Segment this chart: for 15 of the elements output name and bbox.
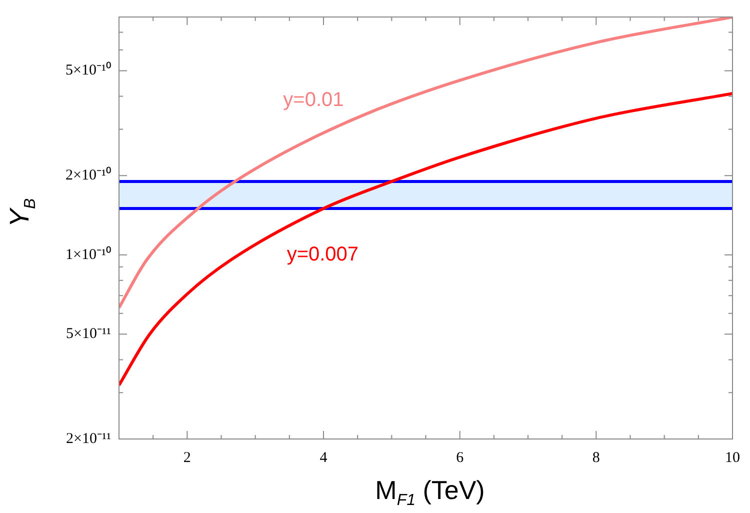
x-tick-label: 4	[320, 450, 328, 466]
x-tick-label: 6	[456, 450, 464, 466]
series-label: y=0.007	[286, 244, 359, 266]
x-tick-label: 8	[592, 450, 600, 466]
y-tick-label: 2×10⁻¹⁰	[66, 166, 111, 184]
x-axis-title: M$_{F1}$ (TeV)	[374, 475, 486, 510]
y-tick-label: 5×10⁻¹⁰	[66, 62, 111, 79]
series-label: y=0.01	[283, 89, 344, 112]
x-tick-label: 10	[725, 450, 740, 466]
y-tick-label: 2×10⁻¹¹	[66, 430, 111, 447]
y-tick-label: 5×10⁻¹¹	[66, 326, 111, 342]
line-series	[119, 17, 732, 310]
line-series	[119, 92, 732, 387]
y-tick-label: 1×10⁻¹⁰	[66, 246, 111, 263]
x-tick-label: 2	[183, 450, 191, 466]
